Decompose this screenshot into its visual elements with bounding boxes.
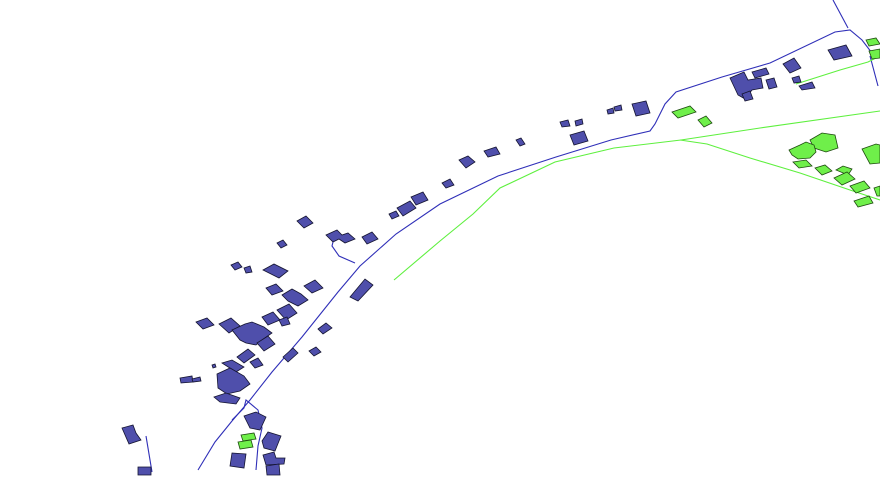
building [483,146,501,158]
building [276,239,288,249]
building [265,463,281,476]
building [559,119,571,128]
building [308,346,322,357]
building [237,439,254,450]
buildings-blue-layer [121,44,853,476]
building [792,159,813,169]
building [303,279,324,294]
building [211,363,217,369]
building [613,104,623,112]
building [631,100,651,117]
building [195,317,215,330]
building [121,424,142,445]
building [853,195,874,208]
building [256,335,276,352]
building [441,178,455,189]
road-ne [832,0,849,29]
building [276,303,298,321]
road-east-edge [869,55,879,87]
building [191,376,202,383]
building [262,451,286,466]
building [325,229,356,244]
building [361,231,379,245]
building [697,115,713,128]
building [230,261,243,271]
building [569,130,589,146]
building [873,185,880,197]
building [179,375,194,384]
building [243,265,253,274]
building [261,431,282,452]
building [798,81,816,91]
building [827,44,853,61]
road-green-north [795,55,880,85]
building [213,392,241,405]
building [410,191,429,206]
building [317,322,333,335]
road-main [197,29,876,471]
building [236,348,256,364]
building [262,263,289,279]
building [868,48,880,60]
building [281,288,309,307]
building [765,77,778,90]
building [865,37,880,47]
building [729,71,764,100]
building [833,171,856,186]
road-green-main [393,110,880,281]
building [249,357,264,369]
building [791,75,802,84]
building [458,155,476,169]
building [265,283,284,296]
building [349,278,374,302]
building [282,347,299,363]
building [229,452,247,469]
building [388,210,400,220]
building [240,432,257,442]
building [849,180,871,194]
building [751,67,770,79]
building [782,57,802,74]
buildings-green-layer [237,37,880,450]
building [243,411,267,431]
building [861,143,880,165]
building [741,90,754,102]
building [296,215,314,229]
building [814,164,833,176]
building [261,311,281,326]
road-branch-south [231,399,263,471]
building [216,367,251,395]
road-southwest [145,435,153,473]
building [788,141,817,160]
building [278,316,291,327]
roads-blue-layer [145,0,879,473]
building [137,466,152,476]
building [574,118,584,127]
building [606,107,615,115]
building [515,137,526,147]
building [396,200,417,217]
building [671,105,697,119]
